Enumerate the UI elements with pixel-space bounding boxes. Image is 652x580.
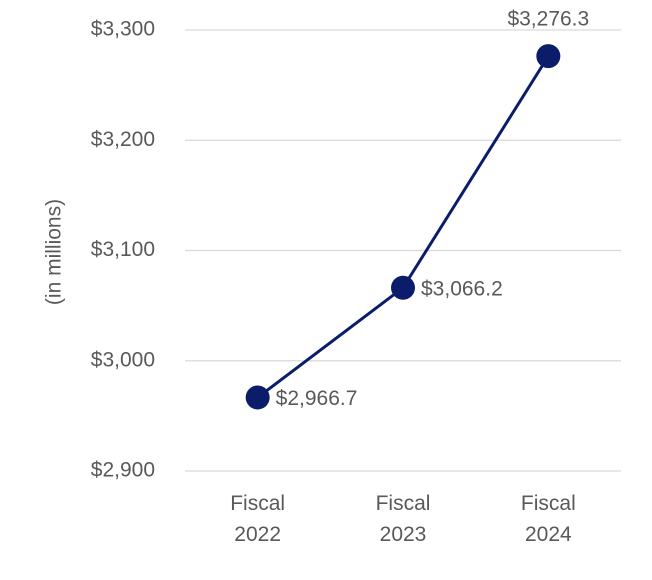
- data-label: $3,276.3: [507, 8, 589, 31]
- data-label: $3,066.2: [421, 277, 503, 300]
- marker: [245, 385, 270, 410]
- y-tick-label: $3,300: [91, 18, 155, 41]
- marker: [391, 275, 415, 300]
- y-tick-label: $3,200: [91, 128, 155, 151]
- data-label: $2,966.7: [276, 387, 358, 410]
- y-tick-label: $3,100: [91, 238, 155, 261]
- y-tick-label: $2,900: [91, 459, 155, 482]
- y-axis-title: (in millions): [43, 199, 66, 305]
- x-tick-label: Fiscal 2024: [520, 492, 576, 546]
- x-tick-label: Fiscal 2022: [230, 492, 286, 546]
- y-tick-label: $3,000: [91, 348, 155, 371]
- line: [256, 55, 550, 399]
- marker: [536, 44, 561, 69]
- x-tick-label: Fiscal 2023: [375, 492, 431, 546]
